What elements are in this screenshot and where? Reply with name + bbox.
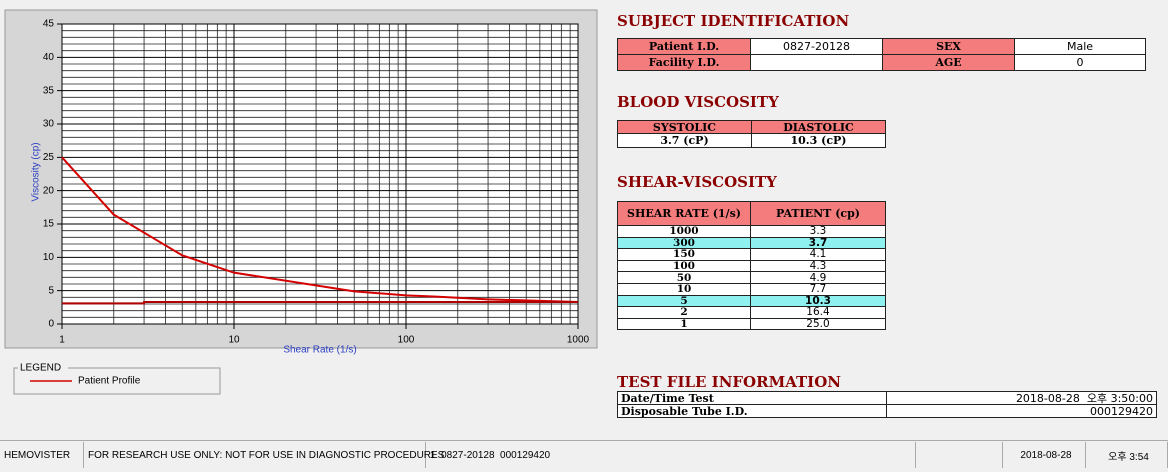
status-field: 1 0827-20128 000129420	[426, 442, 916, 468]
field-label: Patient I.D.	[617, 38, 751, 55]
field-label: Facility I.D.	[617, 54, 751, 71]
data-line	[61, 156, 579, 303]
section-title: TEST FILE INFORMATION	[617, 373, 841, 391]
field-label: SEX	[882, 38, 1015, 55]
field-value: 000129420	[886, 404, 1157, 418]
viscosity-value: 10.3 (cP)	[751, 133, 886, 148]
y-axis-label: Viscosity (cp)	[31, 142, 42, 201]
y-tick-label: 5	[48, 285, 54, 296]
x-tick-label: 100	[398, 335, 415, 346]
legend-label: Patient Profile	[78, 376, 141, 387]
plot-border	[61, 23, 579, 325]
status-field: FOR RESEARCH USE ONLY: NOT FOR USE IN DI…	[84, 442, 444, 468]
viscosity-value: 3.7 (cP)	[617, 133, 752, 148]
legend-title: LEGEND	[20, 363, 61, 374]
x-axis-label: Shear Rate (1/s)	[283, 345, 356, 356]
y-tick-label: 15	[43, 219, 55, 230]
legend-title-bg	[18, 362, 68, 374]
y-tick-label: 45	[43, 19, 55, 30]
field-value	[750, 54, 883, 71]
column-header: DIASTOLIC	[751, 120, 886, 134]
section-title: SHEAR-VISCOSITY	[617, 173, 777, 191]
field-value: 0827-20128	[750, 38, 883, 55]
y-tick-label: 35	[43, 85, 55, 96]
y-tick-label: 10	[43, 252, 55, 263]
shear-rate-cell: 1	[617, 317, 751, 331]
x-tick-label: 10	[228, 335, 240, 346]
y-tick-label: 40	[43, 52, 55, 63]
status-field	[916, 442, 1003, 468]
field-label: Date/Time Test	[617, 391, 887, 405]
status-field: 오후 3:54	[1086, 442, 1168, 468]
y-tick-label: 0	[48, 319, 54, 330]
legend-box	[13, 367, 221, 395]
y-tick-label: 25	[43, 152, 55, 163]
column-header: SHEAR RATE (1/s)	[617, 201, 751, 226]
viscosity-cell: 25.0	[750, 317, 886, 331]
field-value: 2018-08-28 오후 3:50:00	[886, 391, 1157, 405]
column-header: SYSTOLIC	[617, 120, 752, 134]
y-tick-label: 30	[43, 119, 55, 130]
column-header: PATIENT (cp)	[750, 201, 886, 226]
section-title: SUBJECT IDENTIFICATION	[617, 12, 850, 30]
chart: Shear Rate (1/s) Viscosity (cp) LEGEND 0…	[4, 9, 598, 395]
y-tick-label: 20	[43, 185, 55, 196]
field-label: Disposable Tube I.D.	[617, 404, 887, 418]
section-title: BLOOD VISCOSITY	[617, 93, 779, 111]
status-separator	[0, 440, 1168, 441]
status-field: HEMOVISTER	[0, 442, 84, 468]
field-value: Male	[1014, 38, 1146, 55]
status-field: 2018-08-28	[1003, 442, 1086, 468]
x-tick-label: 1000	[567, 335, 590, 346]
field-label: AGE	[882, 54, 1015, 71]
field-value: 0	[1014, 54, 1146, 71]
plot-area	[62, 24, 578, 324]
x-tick-label: 1	[59, 335, 65, 346]
data-line	[62, 301, 578, 305]
